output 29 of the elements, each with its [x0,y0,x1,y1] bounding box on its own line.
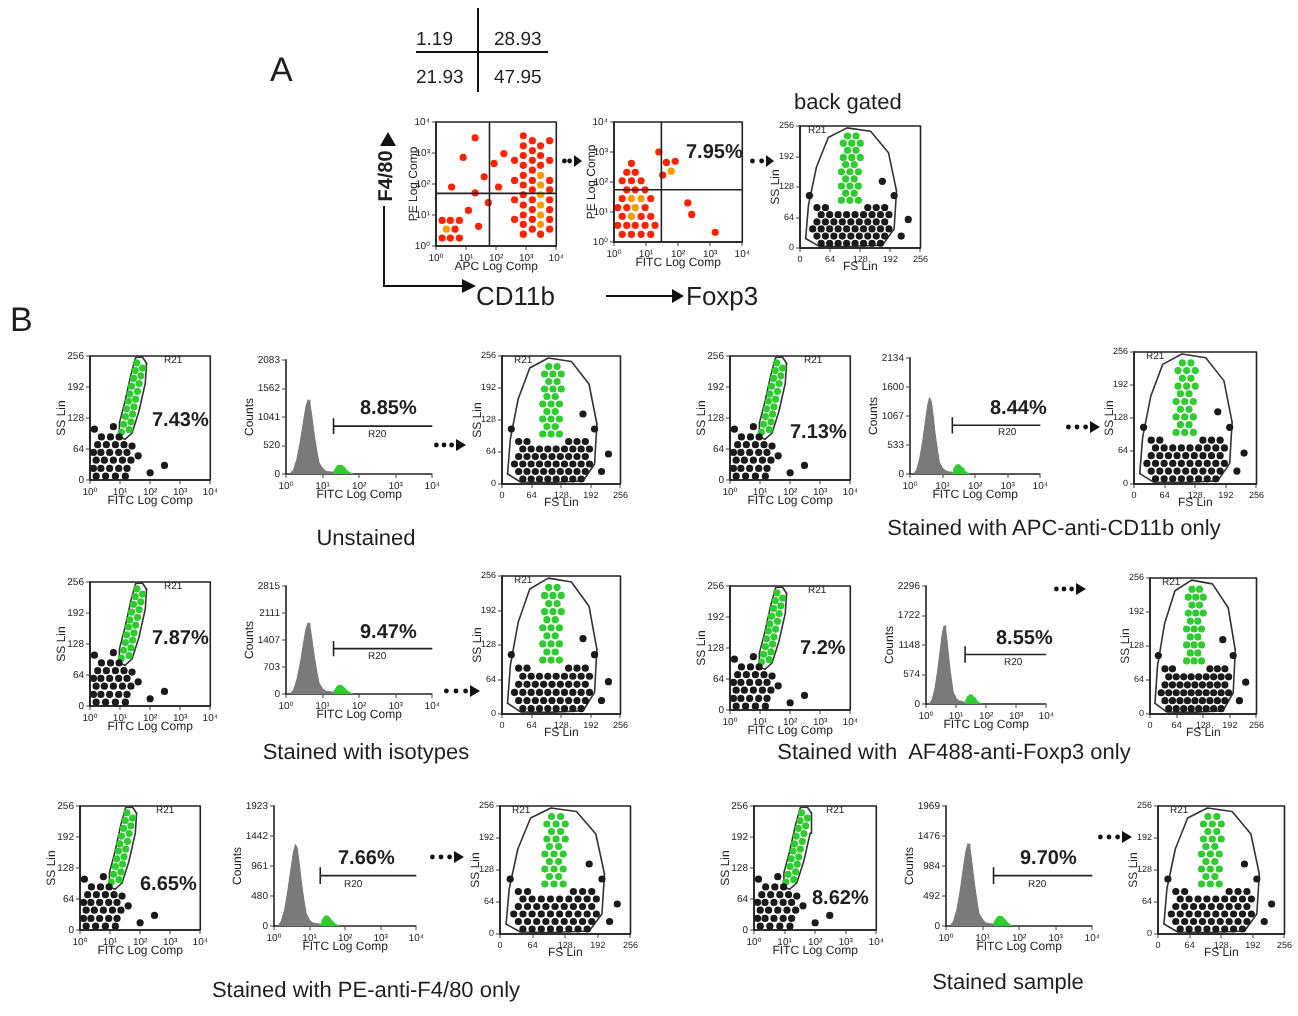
text: CD11b [476,281,556,311]
text: Stained with AF488-anti-Foxp3 only [777,741,1131,765]
annotation: 7.95% [686,142,743,164]
text: Stained with isotypes [262,741,470,765]
text: Stained with APC-anti-CD11b only [887,517,1221,541]
annotation: 7.2% [800,638,846,660]
text: 28.93 [494,28,542,51]
annotation: 8.62% [812,888,869,910]
annotation: 7.43% [152,410,209,432]
chart-title: back gated [794,91,902,115]
annotation: 7.66% [338,848,395,870]
text: Stained with PE-anti-F4/80 only [211,979,521,1003]
text: Stained sample [932,971,1084,995]
annotation: 9.70% [1020,848,1077,870]
annotation: 9.47% [360,622,417,644]
annotation: 8.85% [360,398,417,420]
text: 21.93 [416,66,464,89]
text: Unstained [316,527,416,551]
text: 47.95 [494,66,542,89]
annotation: 6.65% [140,874,197,896]
text: 1.19 [416,28,453,51]
annotation: 7.13% [790,422,847,444]
text: F4/80 [376,150,398,202]
text: Foxp3 [686,281,759,311]
annotation: 8.55% [996,628,1053,650]
annotation: 7.87% [152,628,209,650]
text: B [10,301,33,339]
text: A [270,51,293,89]
annotation: 8.44% [990,398,1047,420]
